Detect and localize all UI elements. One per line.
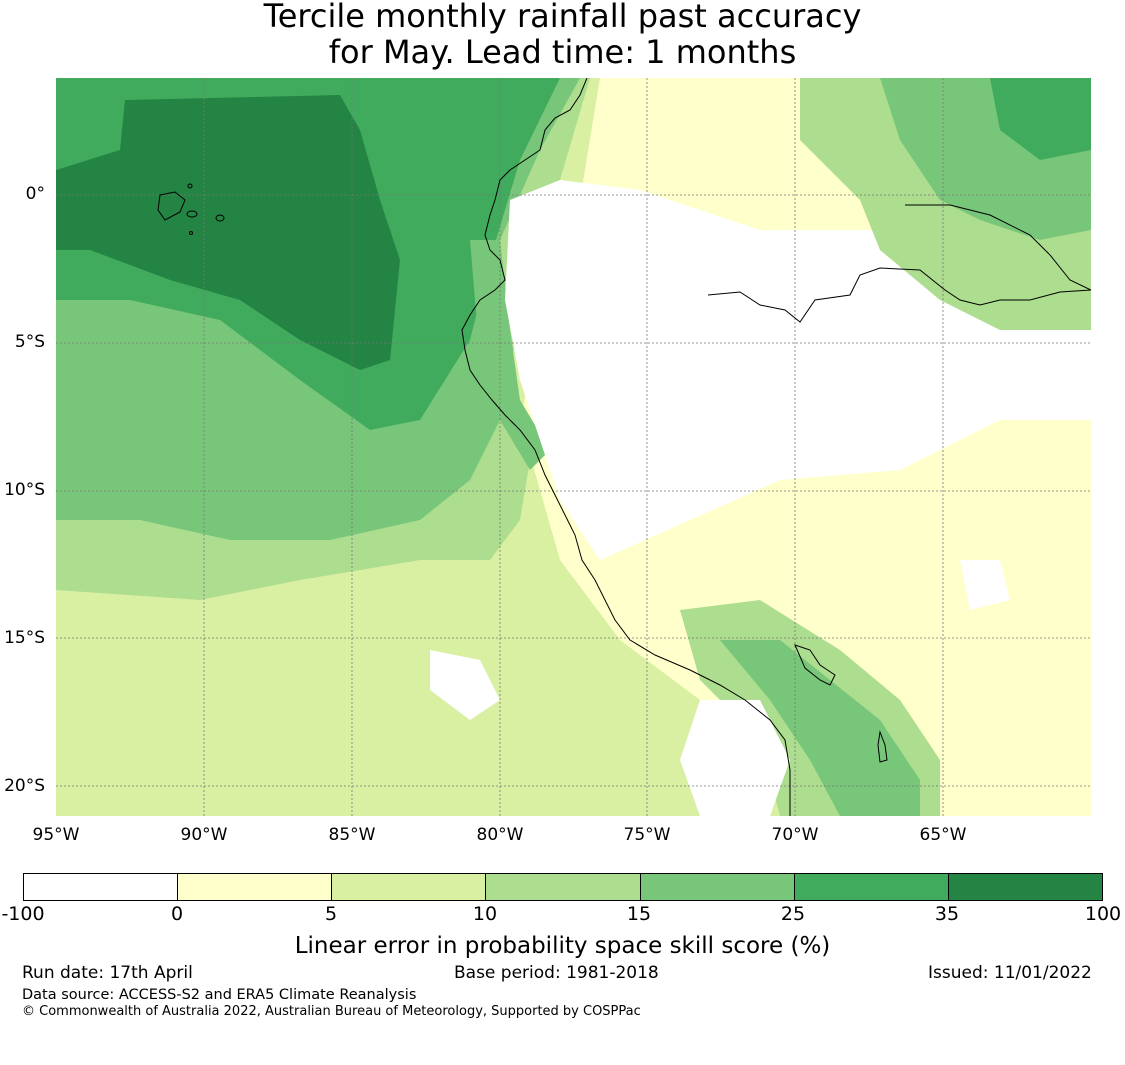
lon-label-95w: 95°W [32, 825, 80, 845]
lon-label-80w: 80°W [476, 825, 524, 845]
region-white-patch-south [680, 700, 790, 816]
data-source: Data source: ACCESS-S2 and ERA5 Climate … [22, 987, 417, 1003]
lat-label-15s: 15°S [4, 628, 45, 648]
colorbar-tick: 35 [934, 903, 960, 925]
colorbar-segment [24, 874, 179, 900]
colorbar-label: Linear error in probability space skill … [294, 933, 831, 959]
lat-label-10s: 10°S [4, 480, 45, 500]
colorbar-tick: 15 [626, 903, 652, 925]
colorbar-segment [486, 874, 641, 900]
lat-label-0: 0° [25, 184, 45, 204]
region-white-patch-east [960, 560, 1010, 610]
lon-label-65w: 65°W [919, 825, 967, 845]
region-south-green-mid [720, 640, 920, 816]
amazon-river [707, 267, 1091, 323]
galapagos-islands [157, 183, 225, 235]
lake-poopo [877, 730, 888, 763]
lat-label-20s: 20°S [4, 776, 45, 796]
colorbar-tick: 5 [324, 903, 338, 925]
colorbar-segment [178, 874, 333, 900]
lake-titicaca [794, 644, 836, 686]
graticule [56, 78, 1091, 816]
colorbar-segment [640, 874, 795, 900]
issued-date: Issued: 11/01/2022 [928, 963, 1092, 983]
lon-label-85w: 85°W [328, 825, 376, 845]
chart-title-line-1: Tercile monthly rainfall past accuracy [263, 0, 862, 35]
colorbar-segment [948, 874, 1102, 900]
chart-title-line-2: for May. Lead time: 1 months [328, 33, 797, 71]
region-white-patch-ocean [430, 650, 500, 720]
lat-label-5s: 5°S [14, 332, 45, 352]
colorbar-tick: -100 [1, 903, 45, 925]
coastline [461, 78, 791, 816]
region-coastal-green [470, 240, 550, 470]
lon-label-90w: 90°W [180, 825, 228, 845]
colorbar [23, 873, 1103, 901]
colorbar-tick: 100 [1084, 903, 1122, 925]
region-dark-green-core [56, 95, 400, 370]
colorbar-segment [794, 874, 949, 900]
region-northeast-green-mid [990, 78, 1091, 160]
skill-score-map [56, 78, 1091, 816]
colorbar-segment [332, 874, 487, 900]
lon-label-70w: 70°W [771, 825, 819, 845]
run-date: Run date: 17th April [22, 963, 193, 983]
colorbar-tick: 10 [472, 903, 498, 925]
lon-label-75w: 75°W [623, 825, 671, 845]
copyright-notice: © Commonwealth of Australia 2022, Austra… [22, 1004, 641, 1019]
colorbar-tick: 0 [170, 903, 184, 925]
base-period: Base period: 1981-2018 [454, 963, 659, 983]
amazon-river-upper [905, 204, 1091, 291]
colorbar-tick: 25 [780, 903, 806, 925]
